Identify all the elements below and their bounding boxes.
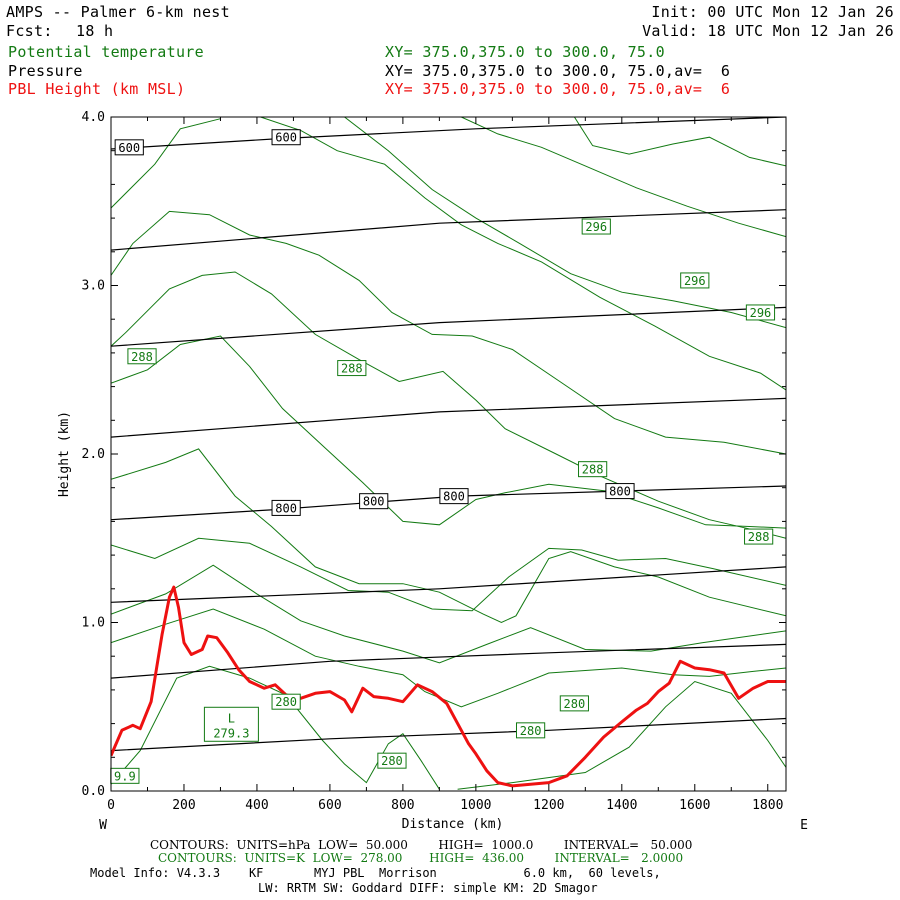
theta-label-1: 296 — [684, 274, 706, 288]
theta-contour-1 — [457, 680, 786, 790]
x-tick-label-5: 1000 — [460, 798, 491, 813]
theta-contour-8 — [111, 210, 786, 455]
pressure-label-0-box — [114, 139, 144, 156]
chart-title: AMPS -- Palmer 6-km nest — [6, 3, 230, 21]
field-theta-name: Potential temperature — [8, 43, 204, 61]
theta-label-0: 296 — [585, 220, 607, 234]
footer-pressure-contours: CONTOURS: UNITS=hPa LOW= 50.000 HIGH= 10… — [150, 838, 693, 852]
theta-label-9-box — [515, 722, 546, 739]
theta-label-1-box — [680, 272, 710, 289]
theta-label-7: 280 — [275, 695, 297, 709]
x-tick-label-4: 800 — [391, 798, 414, 813]
x-tick-label-7: 1400 — [606, 798, 637, 813]
x-tick-label-3: 600 — [318, 798, 341, 813]
theta-label-8-box — [377, 752, 407, 769]
theta-contour-3 — [111, 564, 786, 664]
theta-contour-10 — [260, 117, 786, 391]
pressure-contour-650-6 — [111, 209, 786, 251]
theta-contour-2 — [111, 608, 786, 708]
pressure-contour-800-2 — [111, 566, 786, 603]
pressure-contour-850-1 — [111, 643, 786, 679]
theta-contour-6 — [111, 271, 786, 539]
theta-contour-9 — [111, 118, 221, 209]
forecast-hour: 18 h — [76, 22, 114, 40]
y-tick-label-4: 4.0 — [82, 110, 105, 125]
field-pbl-xy: XY= 375.0,375.0 to 300.0, 75.0,av= 6 — [385, 80, 731, 98]
pressure-label-2: 800 — [275, 501, 297, 515]
theta-contour-13 — [573, 117, 786, 167]
init-time: Init: 00 UTC Mon 12 Jan 26 — [651, 3, 894, 21]
pressure-label-4-box — [439, 488, 469, 505]
theta-label-5-box — [578, 461, 608, 478]
pressure-label-0: 600 — [118, 141, 140, 155]
y-tick-label-3: 3.0 — [82, 279, 105, 294]
theta-label-0-box — [581, 218, 611, 235]
theta-label-9: 280 — [520, 724, 542, 738]
theta-label-3-box — [127, 348, 157, 365]
pbl-height-line — [111, 585, 786, 788]
valid-time: Valid: 18 UTC Mon 12 Jan 26 — [642, 22, 894, 40]
theta-label-3: 288 — [131, 350, 153, 364]
low-marker-value: 279.3 — [213, 726, 249, 740]
east-label: E — [800, 818, 808, 833]
pressure-label-3-box — [359, 493, 389, 510]
theta-label-2: 296 — [750, 306, 772, 320]
pressure-contour-900-0 — [111, 717, 786, 752]
field-pbl-name: PBL Height (km MSL) — [8, 80, 186, 98]
pressure-label-1-box — [271, 129, 301, 146]
footer-physics-info: LW: RRTM SW: Goddard DIFF: simple KM: 2D… — [258, 881, 598, 895]
pressure-label-5-box — [605, 483, 635, 500]
field-theta-xy: XY= 375.0,375.0 to 300.0, 75.0 — [385, 43, 665, 61]
theta-contour-11 — [344, 117, 786, 329]
theta-label-8: 280 — [381, 754, 403, 768]
pressure-contour-700-5 — [111, 306, 786, 347]
pressure-contour-600-7 — [111, 117, 786, 150]
theta-label-11: 9.9 — [114, 769, 136, 783]
footer-model-info: Model Info: V4.3.3 KF MYJ PBL Morrison 6… — [90, 866, 661, 880]
x-tick-label-2: 400 — [245, 798, 268, 813]
x-tick-label-6: 1200 — [533, 798, 564, 813]
x-tick-label-0: 0 — [107, 798, 115, 813]
y-tick-label-2: 2.0 — [82, 447, 105, 462]
theta-contour-7 — [111, 335, 786, 529]
x-tick-label-9: 1800 — [752, 798, 783, 813]
theta-contour-5 — [111, 448, 786, 624]
pressure-label-3: 800 — [363, 495, 385, 509]
theta-label-6: 288 — [748, 530, 770, 544]
pressure-label-4: 800 — [443, 490, 465, 504]
theta-label-10-box — [559, 695, 589, 712]
field-pressure-xy: XY= 375.0,375.0 to 300.0, 75.0,av= 6 — [385, 62, 731, 80]
low-marker-box — [203, 706, 259, 742]
west-label: W — [99, 818, 107, 833]
theta-label-4-box — [337, 360, 367, 377]
x-tick-label-1: 200 — [172, 798, 195, 813]
footer-theta-contours: CONTOURS: UNITS=K LOW= 278.00 HIGH= 436.… — [158, 851, 684, 865]
pressure-label-2-box — [271, 499, 301, 516]
forecast-label: Fcst: — [6, 22, 53, 40]
theta-contour-4 — [111, 537, 786, 612]
y-tick-label-1: 1.0 — [82, 616, 105, 631]
theta-label-4: 288 — [341, 362, 363, 376]
theta-label-5: 288 — [582, 463, 604, 477]
x-tick-label-8: 1600 — [679, 798, 710, 813]
y-axis-label: Height (km) — [57, 411, 72, 497]
theta-label-6-box — [744, 528, 774, 545]
pressure-label-5: 800 — [609, 485, 631, 499]
field-pressure-name: Pressure — [8, 62, 83, 80]
pressure-label-1: 600 — [275, 131, 297, 145]
theta-contour-12 — [461, 117, 786, 238]
theta-label-10: 280 — [564, 697, 586, 711]
x-axis-label: Distance (km) — [402, 817, 504, 832]
theta-label-2-box — [745, 304, 776, 321]
theta-contour-0 — [111, 665, 440, 790]
y-tick-label-0: 0.0 — [82, 784, 105, 799]
theta-label-7-box — [271, 693, 301, 710]
pressure-contour-750-4 — [111, 397, 786, 438]
low-marker-letter: L — [228, 711, 235, 725]
